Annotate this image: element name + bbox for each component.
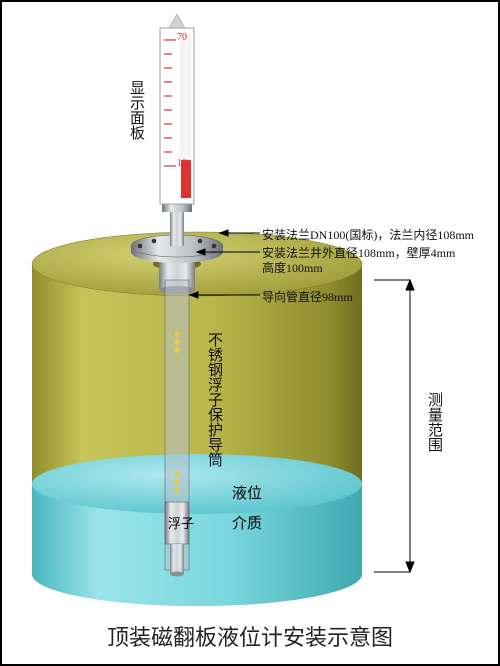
- liquid-label: 液位: [232, 482, 262, 503]
- scale-val: 10: [177, 158, 187, 169]
- inner-tube-label: 不锈钢浮子保护导筒: [204, 332, 225, 467]
- indicator-column: [160, 14, 194, 246]
- flange-note-3: 高度100mm: [262, 259, 323, 276]
- guide-tube: [165, 280, 189, 577]
- diagram-caption: 顶装磁翻板液位计安装示意图: [2, 620, 498, 652]
- range-bracket: [374, 280, 414, 572]
- panel-label: 显示面板: [126, 80, 147, 140]
- range-label: 测量范围: [424, 392, 445, 452]
- float-label: 浮子: [168, 513, 194, 532]
- diagram-page: 显示面板 70 10 安装法兰DN100(国标)，法兰内径108mm 安装法兰井…: [0, 0, 500, 666]
- flange-note-1: 安装法兰DN100(国标)，法兰内径108mm: [262, 226, 474, 243]
- medium-label: 介质: [232, 512, 262, 533]
- guide-note: 导向管直径98mm: [262, 288, 353, 305]
- scale-max: 70: [177, 32, 187, 43]
